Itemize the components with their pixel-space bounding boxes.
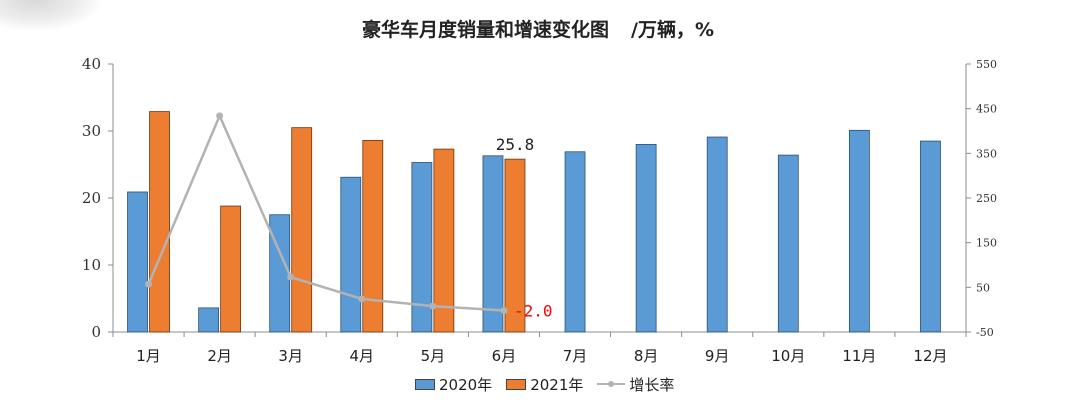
x-axis-tick-label: 9月 [705, 347, 730, 365]
bar-2020 [127, 191, 148, 333]
chart-title: 豪华车月度销量和增速变化图/万辆，% [0, 15, 1076, 42]
x-axis-tick-label: 2月 [207, 347, 232, 365]
bar-2021 [291, 127, 313, 333]
bar-2020 [706, 136, 728, 333]
bar-2021 [504, 158, 526, 333]
chart-title-text: 豪华车月度销量和增速变化图 [362, 19, 610, 41]
bar-2020 [635, 143, 657, 333]
x-axis-tick-label: 3月 [278, 347, 303, 365]
left-axis-tick-label: 0 [91, 323, 101, 341]
left-axis-tick-label: 40 [82, 55, 101, 73]
corner-shade [0, 0, 100, 30]
right-axis-tick-label: 350 [976, 147, 997, 160]
legend-item-2020: 2020年 [415, 374, 492, 395]
x-axis-tick-label: 1月 [136, 347, 161, 365]
right-axis-tick-label: 250 [976, 192, 997, 205]
growth-rate-point [500, 307, 508, 315]
x-axis-tick-label: 5月 [421, 347, 446, 365]
bar-2021 [362, 139, 384, 333]
right-axis-tick-label: 50 [976, 281, 990, 294]
growth-rate-point [145, 280, 153, 288]
bar-2020 [777, 154, 799, 333]
bar-2020 [340, 176, 362, 333]
right-axis-tick-label: 450 [976, 103, 997, 116]
growth-rate-point [358, 295, 366, 303]
legend-label-2020: 2020年 [439, 375, 493, 394]
x-axis-tick-label: 8月 [634, 347, 659, 365]
x-axis-tick-label: 4月 [350, 347, 375, 365]
chart-legend: 2020年 2021年 增长率 [415, 374, 674, 394]
legend-line-growth [597, 378, 626, 390]
bar-2020 [920, 140, 941, 333]
right-axis-tick-label: 550 [976, 58, 997, 71]
left-axis-tick-label: 10 [82, 256, 101, 274]
right-axis-tick-label: -50 [976, 326, 994, 339]
left-axis-tick-label: 30 [82, 122, 101, 140]
bar-2020 [482, 155, 504, 333]
bar-2021 [149, 111, 170, 333]
legend-item-growth: 增长率 [597, 374, 674, 395]
bar-2020 [848, 129, 870, 333]
x-axis-tick-label: 10月 [771, 347, 805, 365]
bar-2020 [198, 307, 220, 333]
data-label-2021: 25.8 [496, 135, 535, 154]
legend-label-2021: 2021年 [530, 375, 584, 394]
growth-rate-point [429, 302, 437, 310]
bar-2021 [433, 148, 455, 333]
growth-rate-point [216, 112, 224, 120]
chart-unit-label: /万辆，% [631, 19, 714, 41]
left-axis-tick-label: 20 [82, 189, 101, 207]
right-axis-tick-label: 150 [976, 237, 997, 250]
growth-rate-point [287, 273, 295, 281]
bar-2020 [411, 162, 433, 333]
legend-swatch-2021 [506, 378, 527, 390]
legend-swatch-2020 [415, 378, 435, 390]
data-label-growth: -2.0 [514, 302, 553, 321]
growth-rate-line [147, 112, 505, 312]
x-axis-tick-label: 7月 [563, 347, 588, 365]
legend-item-2021: 2021年 [506, 374, 583, 395]
x-axis-tick-label: 6月 [492, 347, 517, 365]
bar-2021 [220, 205, 242, 333]
bar-2020 [564, 151, 586, 333]
x-axis-tick-label: 11月 [842, 347, 876, 365]
bar-2020 [269, 214, 291, 333]
x-axis-tick-label: 12月 [913, 347, 947, 365]
legend-label-growth: 增长率 [629, 375, 675, 394]
